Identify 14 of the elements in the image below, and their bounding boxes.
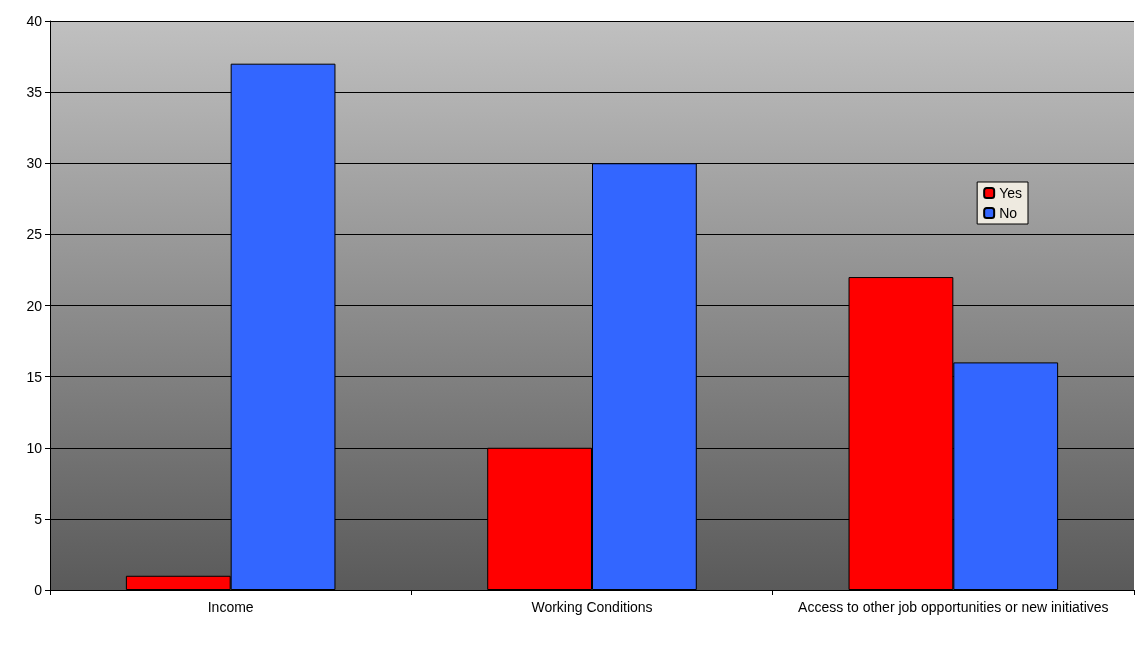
y-tick-label: 5 <box>34 510 43 527</box>
x-tick-label: Working Conditions <box>531 599 653 615</box>
x-tick-label: Income <box>207 599 254 615</box>
legend-label: Yes <box>999 185 1022 201</box>
x-tick-label: Access to other job opportunities or new initiatives <box>798 599 1109 615</box>
y-tick-label: 20 <box>26 297 43 314</box>
y-tick-label: 0 <box>34 582 43 598</box>
y-tick-label: 10 <box>26 439 43 456</box>
legend-label: No <box>999 205 1018 221</box>
y-tick-label: 40 <box>26 13 43 29</box>
y-tick-label: 25 <box>26 226 43 243</box>
y-tick-label: 35 <box>26 84 43 101</box>
y-tick-label: 15 <box>26 368 43 385</box>
y-tick-label: 30 <box>26 155 43 172</box>
